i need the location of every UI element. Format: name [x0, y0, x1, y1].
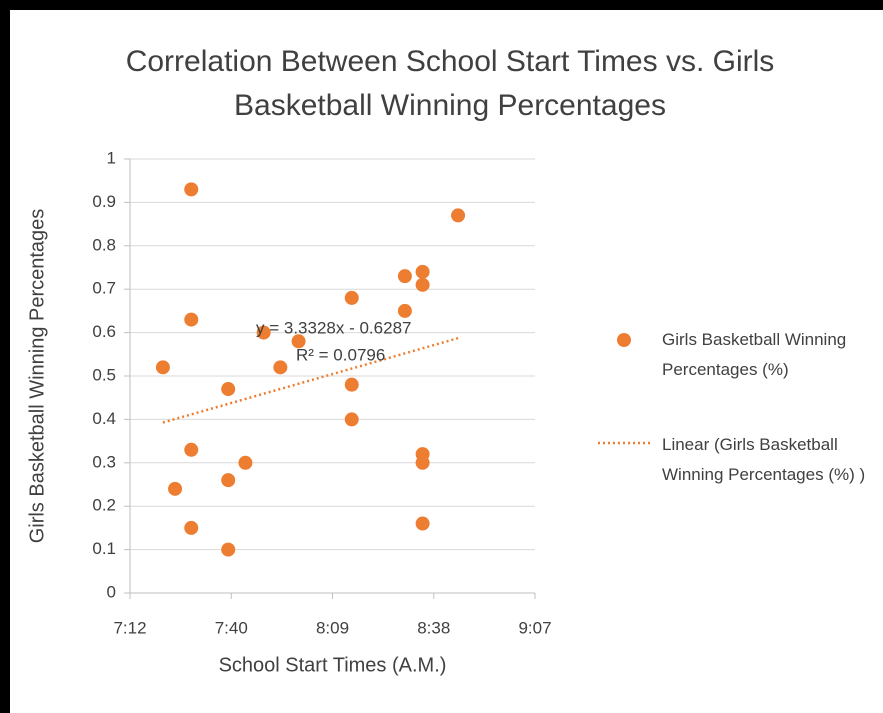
- scatter-point: [184, 520, 199, 535]
- x-axis-title: School Start Times (A.M.): [219, 654, 447, 676]
- scatter-point: [273, 360, 288, 375]
- y-tick-label: 0.5: [92, 365, 116, 384]
- scatter-point: [256, 325, 271, 340]
- y-tick-label: 0: [107, 582, 116, 601]
- trendline: [162, 336, 459, 424]
- scatter-point: [221, 382, 236, 397]
- scatter-point: [344, 377, 359, 392]
- y-tick-label: 0.2: [92, 496, 116, 515]
- x-tick-label: 7:40: [215, 618, 248, 637]
- x-tick-label: 9:07: [518, 618, 551, 637]
- y-tick-label: 0.8: [92, 235, 116, 254]
- scatter-point: [238, 455, 253, 470]
- y-tick-label: 0.3: [92, 452, 116, 471]
- y-tick-label: 1: [107, 148, 116, 167]
- scatter-point: [415, 516, 430, 531]
- scatter-point: [344, 412, 359, 427]
- legend-label: Girls Basketball Winning Percentages (%): [662, 330, 847, 379]
- y-axis-title: Girls Basketball Winning Percentages: [26, 209, 48, 544]
- scatter-point: [221, 473, 236, 488]
- y-tick-label: 0.1: [92, 539, 116, 558]
- scatter-point: [184, 312, 199, 327]
- scatter-point: [184, 442, 199, 457]
- scatter-point: [415, 455, 430, 470]
- scatter-point: [415, 264, 430, 279]
- y-tick-label: 0.7: [92, 279, 116, 298]
- scatter-point: [397, 303, 412, 318]
- y-tick-label: 0.9: [92, 192, 116, 211]
- scatter-point: [344, 290, 359, 305]
- scatter-point: [291, 334, 306, 349]
- y-tick-label: 0.4: [92, 409, 116, 428]
- trendline-equation: y = 3.3328x - 0.6287: [256, 318, 411, 337]
- x-tick-label: 8:38: [417, 618, 450, 637]
- legend-marker: [617, 333, 631, 347]
- scatter-point: [184, 182, 199, 197]
- y-tick-label: 0.6: [92, 322, 116, 341]
- x-tick-label: 8:09: [316, 618, 349, 637]
- scatter-point: [155, 360, 170, 375]
- chart-title: Correlation Between School Start Times v…: [125, 45, 775, 122]
- x-tick-label: 7:12: [113, 618, 146, 637]
- scatter-point: [168, 481, 183, 496]
- scatter-point: [451, 208, 466, 223]
- trendline-r-squared: R² = 0.0796: [296, 345, 385, 364]
- scatter-point: [415, 277, 430, 292]
- legend-label: Linear (Girls Basketball Winning Percent…: [662, 435, 866, 484]
- scatter-point: [221, 542, 236, 557]
- scatter-point: [397, 269, 412, 284]
